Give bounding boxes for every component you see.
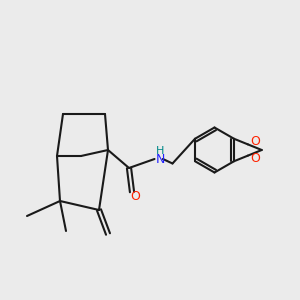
Text: O: O [130,190,140,203]
Text: O: O [250,152,260,165]
Text: O: O [250,135,260,148]
Text: H: H [156,146,164,157]
Text: N: N [156,153,165,166]
